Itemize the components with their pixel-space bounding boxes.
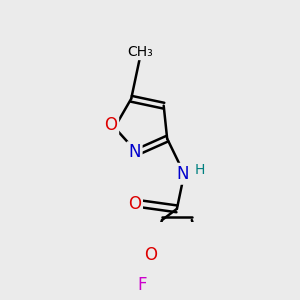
Text: F: F [137,276,147,294]
Text: N: N [128,143,141,161]
Text: H: H [195,163,205,177]
Text: O: O [128,195,141,213]
Text: O: O [144,246,157,264]
Text: N: N [176,165,189,183]
Text: O: O [104,116,117,134]
Text: CH₃: CH₃ [127,44,153,58]
